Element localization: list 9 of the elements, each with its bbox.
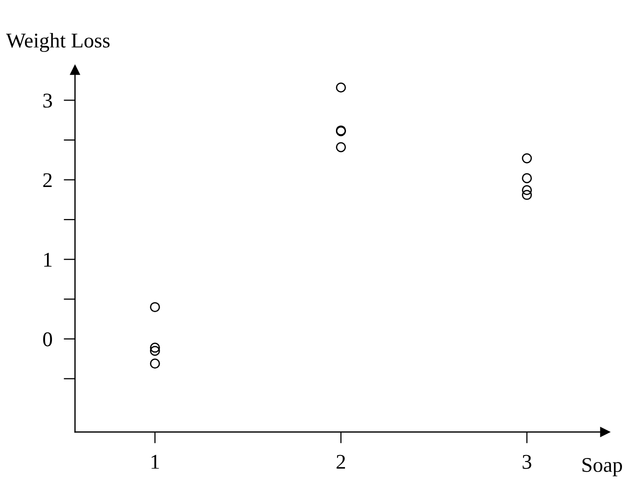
x-axis-title: Soap bbox=[582, 458, 622, 476]
y-tick-label: 0 bbox=[43, 332, 52, 346]
x-tick-label: 1 bbox=[152, 454, 159, 469]
y-tick-label: 1 bbox=[44, 252, 52, 267]
x-tick-label: 2 bbox=[336, 454, 345, 469]
y-tick-label: 2 bbox=[43, 173, 52, 188]
y-axis-title: Weight Loss bbox=[6, 32, 110, 52]
x-tick-label: 3 bbox=[522, 454, 532, 469]
y-tick-label: 3 bbox=[43, 94, 52, 108]
